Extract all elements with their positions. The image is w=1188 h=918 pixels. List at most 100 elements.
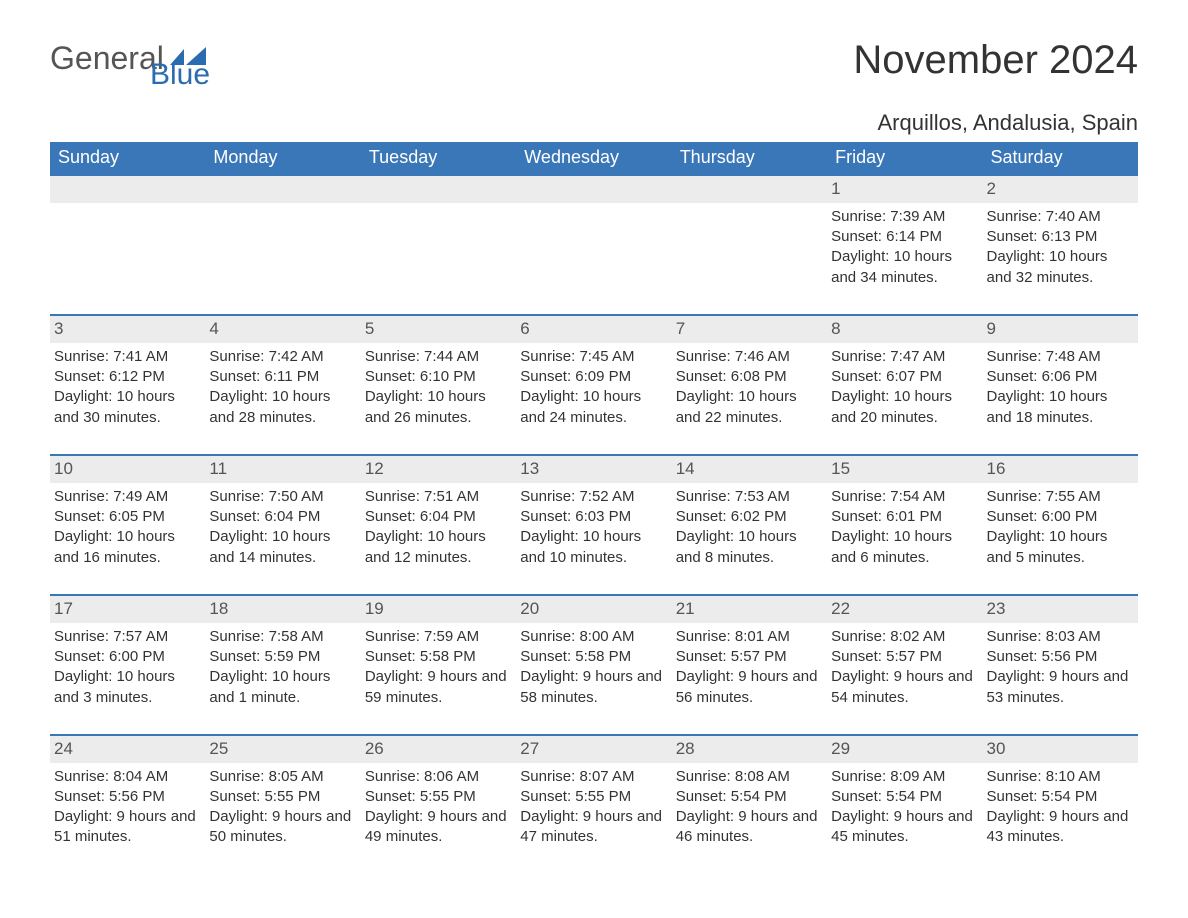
- daylight-text: Daylight: 10 hours and 22 minutes.: [676, 387, 823, 428]
- daylight-text: Daylight: 10 hours and 34 minutes.: [831, 247, 978, 288]
- sunrise-text: Sunrise: 7:48 AM: [987, 347, 1134, 367]
- sunrise-text: Sunrise: 8:08 AM: [676, 767, 823, 787]
- day-details: Sunrise: 8:02 AMSunset: 5:57 PMDaylight:…: [831, 627, 978, 708]
- sunset-text: Sunset: 6:09 PM: [520, 367, 667, 387]
- sunset-text: Sunset: 6:08 PM: [676, 367, 823, 387]
- day-details: Sunrise: 8:04 AMSunset: 5:56 PMDaylight:…: [54, 767, 201, 848]
- day-number: 18: [205, 596, 360, 623]
- sunrise-text: Sunrise: 7:52 AM: [520, 487, 667, 507]
- day-details: Sunrise: 8:09 AMSunset: 5:54 PMDaylight:…: [831, 767, 978, 848]
- daylight-text: Daylight: 9 hours and 43 minutes.: [987, 807, 1134, 848]
- weekday-header: Wednesday: [516, 142, 671, 175]
- daylight-text: Daylight: 10 hours and 28 minutes.: [209, 387, 356, 428]
- day-number: 25: [205, 736, 360, 763]
- day-details: Sunrise: 8:05 AMSunset: 5:55 PMDaylight:…: [209, 767, 356, 848]
- sunset-text: Sunset: 5:57 PM: [831, 647, 978, 667]
- sunrise-text: Sunrise: 7:40 AM: [987, 207, 1134, 227]
- daylight-text: Daylight: 10 hours and 12 minutes.: [365, 527, 512, 568]
- day-number: 7: [672, 316, 827, 343]
- day-cell: 5Sunrise: 7:44 AMSunset: 6:10 PMDaylight…: [361, 315, 516, 455]
- daylight-text: Daylight: 9 hours and 53 minutes.: [987, 667, 1134, 708]
- daylight-text: Daylight: 9 hours and 50 minutes.: [209, 807, 356, 848]
- day-cell: 18 Sunrise: 7:58 AMSunset: 5:59 PMDayligh…: [205, 595, 360, 735]
- sunrise-text: Sunrise: 7:55 AM: [987, 487, 1134, 507]
- daylight-text: Daylight: 10 hours and 16 minutes.: [54, 527, 201, 568]
- sunrise-text: Sunrise: 7:39 AM: [831, 207, 978, 227]
- location-text: Arquillos, Andalusia, Spain: [50, 110, 1138, 136]
- day-number: [516, 176, 671, 203]
- day-cell: [50, 175, 205, 315]
- day-number: 8: [827, 316, 982, 343]
- day-number: 16: [983, 456, 1138, 483]
- week-row: 3Sunrise: 7:41 AMSunset: 6:12 PMDaylight…: [50, 315, 1138, 455]
- daylight-text: Daylight: 9 hours and 56 minutes.: [676, 667, 823, 708]
- week-row: 17Sunrise: 7:57 AMSunset: 6:00 PMDayligh…: [50, 595, 1138, 735]
- day-cell: 16 Sunrise: 7:55 AMSunset: 6:00 PMDayligh…: [983, 455, 1138, 595]
- day-number: 12: [361, 456, 516, 483]
- day-number: 29: [827, 736, 982, 763]
- day-details: Sunrise: 8:00 AMSunset: 5:58 PMDaylight:…: [520, 627, 667, 708]
- day-details: Sunrise: 7:54 AMSunset: 6:01 PMDaylight:…: [831, 487, 978, 568]
- sunset-text: Sunset: 5:58 PM: [365, 647, 512, 667]
- day-details: Sunrise: 7:57 AMSunset: 6:00 PMDaylight:…: [54, 627, 201, 708]
- day-details: Sunrise: 7:58 AMSunset: 5:59 PMDaylight:…: [209, 627, 356, 708]
- day-number: 15: [827, 456, 982, 483]
- calendar-body: 1Sunrise: 7:39 AMSunset: 6:14 PMDaylight…: [50, 175, 1138, 874]
- daylight-text: Daylight: 10 hours and 30 minutes.: [54, 387, 201, 428]
- sunrise-text: Sunrise: 7:50 AM: [209, 487, 356, 507]
- sunset-text: Sunset: 5:57 PM: [676, 647, 823, 667]
- sunrise-text: Sunrise: 8:03 AM: [987, 627, 1134, 647]
- day-details: Sunrise: 8:06 AMSunset: 5:55 PMDaylight:…: [365, 767, 512, 848]
- day-number: 27: [516, 736, 671, 763]
- calendar-header: Sunday Monday Tuesday Wednesday Thursday…: [50, 142, 1138, 175]
- logo-text-general: General: [50, 40, 164, 77]
- day-cell: 24 Sunrise: 8:04 AMSunset: 5:56 PMDayligh…: [50, 735, 205, 874]
- day-number: [50, 176, 205, 203]
- sunset-text: Sunset: 5:59 PM: [209, 647, 356, 667]
- day-number: 10: [50, 456, 205, 483]
- daylight-text: Daylight: 10 hours and 20 minutes.: [831, 387, 978, 428]
- day-number: 28: [672, 736, 827, 763]
- sunset-text: Sunset: 6:02 PM: [676, 507, 823, 527]
- daylight-text: Daylight: 10 hours and 10 minutes.: [520, 527, 667, 568]
- weekday-header: Thursday: [672, 142, 827, 175]
- daylight-text: Daylight: 10 hours and 6 minutes.: [831, 527, 978, 568]
- day-number: 30: [983, 736, 1138, 763]
- day-number: 24: [50, 736, 205, 763]
- week-row: 1Sunrise: 7:39 AMSunset: 6:14 PMDaylight…: [50, 175, 1138, 315]
- day-details: Sunrise: 7:55 AMSunset: 6:00 PMDaylight:…: [987, 487, 1134, 568]
- daylight-text: Daylight: 10 hours and 3 minutes.: [54, 667, 201, 708]
- sunset-text: Sunset: 6:07 PM: [831, 367, 978, 387]
- day-cell: 17Sunrise: 7:57 AMSunset: 6:00 PMDayligh…: [50, 595, 205, 735]
- day-number: 21: [672, 596, 827, 623]
- day-cell: 3Sunrise: 7:41 AMSunset: 6:12 PMDaylight…: [50, 315, 205, 455]
- day-details: Sunrise: 7:40 AMSunset: 6:13 PMDaylight:…: [987, 207, 1134, 288]
- daylight-text: Daylight: 10 hours and 8 minutes.: [676, 527, 823, 568]
- day-details: Sunrise: 8:10 AMSunset: 5:54 PMDaylight:…: [987, 767, 1134, 848]
- day-cell: 22Sunrise: 8:02 AMSunset: 5:57 PMDayligh…: [827, 595, 982, 735]
- day-number: [672, 176, 827, 203]
- day-cell: [516, 175, 671, 315]
- daylight-text: Daylight: 10 hours and 14 minutes.: [209, 527, 356, 568]
- sunrise-text: Sunrise: 7:53 AM: [676, 487, 823, 507]
- day-cell: 23Sunrise: 8:03 AMSunset: 5:56 PMDayligh…: [983, 595, 1138, 735]
- sunrise-text: Sunrise: 7:54 AM: [831, 487, 978, 507]
- day-cell: 1Sunrise: 7:39 AMSunset: 6:14 PMDaylight…: [827, 175, 982, 315]
- daylight-text: Daylight: 9 hours and 54 minutes.: [831, 667, 978, 708]
- day-details: Sunrise: 7:53 AMSunset: 6:02 PMDaylight:…: [676, 487, 823, 568]
- sunrise-text: Sunrise: 7:45 AM: [520, 347, 667, 367]
- day-number: 5: [361, 316, 516, 343]
- day-number: 1: [827, 176, 982, 203]
- month-title: November 2024: [853, 40, 1138, 80]
- day-cell: 30 Sunrise: 8:10 AMSunset: 5:54 PMDayligh…: [983, 735, 1138, 874]
- sunset-text: Sunset: 6:13 PM: [987, 227, 1134, 247]
- day-details: Sunrise: 7:51 AMSunset: 6:04 PMDaylight:…: [365, 487, 512, 568]
- title-block: November 2024: [853, 40, 1138, 80]
- day-cell: 21Sunrise: 8:01 AMSunset: 5:57 PMDayligh…: [672, 595, 827, 735]
- day-number: 19: [361, 596, 516, 623]
- calendar-page: General November 2024 Blue Arquillos, An…: [0, 0, 1188, 918]
- weekday-header: Tuesday: [361, 142, 516, 175]
- day-number: 13: [516, 456, 671, 483]
- sunrise-text: Sunrise: 8:02 AM: [831, 627, 978, 647]
- sunset-text: Sunset: 6:10 PM: [365, 367, 512, 387]
